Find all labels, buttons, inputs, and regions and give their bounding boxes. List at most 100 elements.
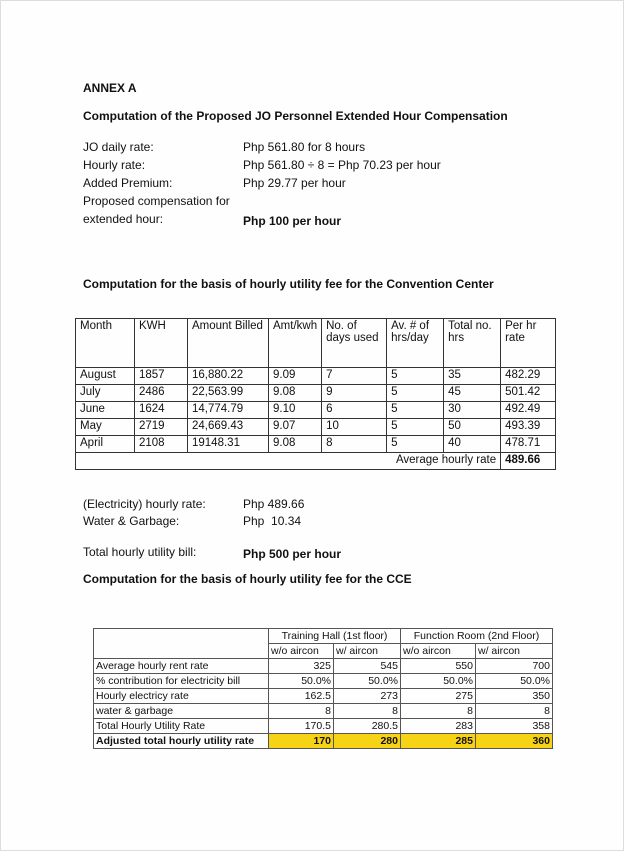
value-cell: 360 bbox=[475, 733, 553, 749]
total-label: Total hourly utility bill: bbox=[83, 545, 197, 559]
table-cell: 482.29 bbox=[500, 367, 556, 385]
table-cell: 30 bbox=[443, 401, 502, 419]
comp-value: Php 561.80 ÷ 8 = Php 70.23 per hour bbox=[243, 158, 441, 172]
table-row: July 2486 22,563.99 9.08 9 5 45 501.42 bbox=[75, 384, 556, 402]
comp-value-proposed: Php 100 per hour bbox=[243, 214, 342, 228]
table-cell: April bbox=[75, 435, 135, 453]
table-row: Adjusted total hourly utility rate 170 280… bbox=[93, 733, 553, 749]
table-row: Average hourly rent rate 325 545 550 700 bbox=[93, 658, 553, 674]
value-cell: 280.5 bbox=[333, 718, 401, 734]
table-row: April 2108 19148.31 9.08 8 5 40 478.71 bbox=[75, 435, 556, 453]
table-cell: 14,774.79 bbox=[187, 401, 269, 419]
row-label: Adjusted total hourly utility rate bbox=[93, 733, 269, 749]
value-cell: 350 bbox=[475, 688, 553, 704]
table-cell: 35 bbox=[443, 367, 502, 385]
table-cell: August bbox=[75, 367, 135, 385]
water-value: Php 10.34 bbox=[243, 514, 302, 528]
value-cell: 170.5 bbox=[268, 718, 334, 734]
electricity-label: (Electricity) hourly rate: bbox=[83, 497, 206, 511]
table-cell: 5 bbox=[386, 435, 445, 453]
table-cell: 10 bbox=[321, 418, 388, 436]
table-cell: 22,563.99 bbox=[187, 384, 269, 402]
comp-label: Proposed compensation for bbox=[83, 194, 230, 208]
table-row: Total Hourly Utility Rate 170.5 280.5 283 35… bbox=[93, 718, 553, 734]
table-cell: 9.07 bbox=[267, 418, 323, 436]
value-cell: 8 bbox=[268, 703, 334, 719]
value-cell: 273 bbox=[333, 688, 401, 704]
table-cell: 5 bbox=[386, 418, 445, 436]
value-cell: 550 bbox=[400, 658, 476, 674]
sub-header: w/o aircon bbox=[268, 643, 334, 659]
water-label: Water & Garbage: bbox=[83, 514, 180, 528]
table-cell: 9.10 bbox=[267, 401, 323, 419]
comp-value: Php 561.80 for 8 hours bbox=[243, 140, 366, 154]
section-title-convention: Computation for the basis of hourly util… bbox=[83, 277, 494, 291]
header-cell: No. of days used bbox=[321, 318, 388, 368]
table-row: water & garbage 8 8 8 8 bbox=[93, 703, 553, 719]
table-cell: 5 bbox=[386, 384, 445, 402]
value-cell: 8 bbox=[475, 703, 553, 719]
average-label: Average hourly rate bbox=[74, 452, 502, 470]
table-cell: 492.49 bbox=[500, 401, 556, 419]
table-cell: 1624 bbox=[134, 401, 188, 419]
table-cell: 493.39 bbox=[500, 418, 556, 436]
table-cell: 2486 bbox=[134, 384, 188, 402]
header-cell: Total no. hrs bbox=[443, 318, 502, 368]
table-row: August 1857 16,880.22 9.09 7 5 35 482.29 bbox=[75, 367, 556, 385]
table-cell: July bbox=[75, 384, 135, 402]
row-label: Average hourly rent rate bbox=[93, 658, 269, 674]
table-cell: 9.09 bbox=[267, 367, 323, 385]
comp-label: JO daily rate: bbox=[83, 140, 154, 154]
value-cell: 280 bbox=[333, 733, 401, 749]
table-cell: 7 bbox=[321, 367, 388, 385]
annex-heading: ANNEX A bbox=[83, 81, 137, 95]
table-cell: 24,669.43 bbox=[187, 418, 269, 436]
table-cell: 6 bbox=[321, 401, 388, 419]
row-label: Hourly electricy rate bbox=[93, 688, 269, 704]
table-cell: May bbox=[75, 418, 135, 436]
table-cell: 9.08 bbox=[267, 435, 323, 453]
table-cell: 45 bbox=[443, 384, 502, 402]
row-label: water & garbage bbox=[93, 703, 269, 719]
value-cell: 50.0% bbox=[475, 673, 553, 689]
value-cell: 283 bbox=[400, 718, 476, 734]
table-row: Hourly electricy rate 162.5 273 275 350 bbox=[93, 688, 553, 704]
table-cell: 40 bbox=[443, 435, 502, 453]
table-cell: 19148.31 bbox=[187, 435, 269, 453]
comp-label: Hourly rate: bbox=[83, 158, 146, 172]
table-cell: 5 bbox=[386, 401, 445, 419]
average-value: 489.66 bbox=[500, 452, 556, 470]
header-cell: Month bbox=[75, 318, 135, 368]
comp-label: Added Premium: bbox=[83, 176, 173, 190]
row-label: Total Hourly Utility Rate bbox=[93, 718, 269, 734]
blank-cell bbox=[93, 628, 269, 659]
value-cell: 358 bbox=[475, 718, 553, 734]
electricity-value: Php 489.66 bbox=[243, 497, 305, 511]
header-cell: Av. # of hrs/day bbox=[386, 318, 445, 368]
convention-utility-table: Month KWH Amount Billed Amt/kwh No. of d… bbox=[74, 318, 556, 470]
value-cell: 285 bbox=[400, 733, 476, 749]
table-cell: June bbox=[75, 401, 135, 419]
table-cell: 5 bbox=[386, 367, 445, 385]
group-header-row: Training Hall (1st floor) Function Room … bbox=[93, 628, 553, 659]
value-cell: 545 bbox=[333, 658, 401, 674]
table-cell: 2719 bbox=[134, 418, 188, 436]
group-header: Function Room (2nd Floor) bbox=[400, 628, 553, 644]
header-cell: Amt/kwh bbox=[267, 318, 323, 368]
header-cell: Per hr rate bbox=[500, 318, 556, 368]
value-cell: 50.0% bbox=[400, 673, 476, 689]
table-row: % contribution for electricity bill 50.0%… bbox=[93, 673, 553, 689]
table-cell: 2108 bbox=[134, 435, 188, 453]
value-cell: 8 bbox=[400, 703, 476, 719]
table-header-row: Month KWH Amount Billed Amt/kwh No. of d… bbox=[75, 318, 556, 368]
value-cell: 325 bbox=[268, 658, 334, 674]
section-title-compensation: Computation of the Proposed JO Personnel… bbox=[83, 109, 508, 123]
cce-utility-table: Training Hall (1st floor) Function Room … bbox=[93, 628, 553, 749]
group-header: Training Hall (1st floor) bbox=[268, 628, 401, 644]
table-row: May 2719 24,669.43 9.07 10 5 50 493.39 bbox=[75, 418, 556, 436]
value-cell: 170 bbox=[268, 733, 334, 749]
table-cell: 16,880.22 bbox=[187, 367, 269, 385]
row-label: % contribution for electricity bill bbox=[93, 673, 269, 689]
sub-header: w/ aircon bbox=[333, 643, 401, 659]
